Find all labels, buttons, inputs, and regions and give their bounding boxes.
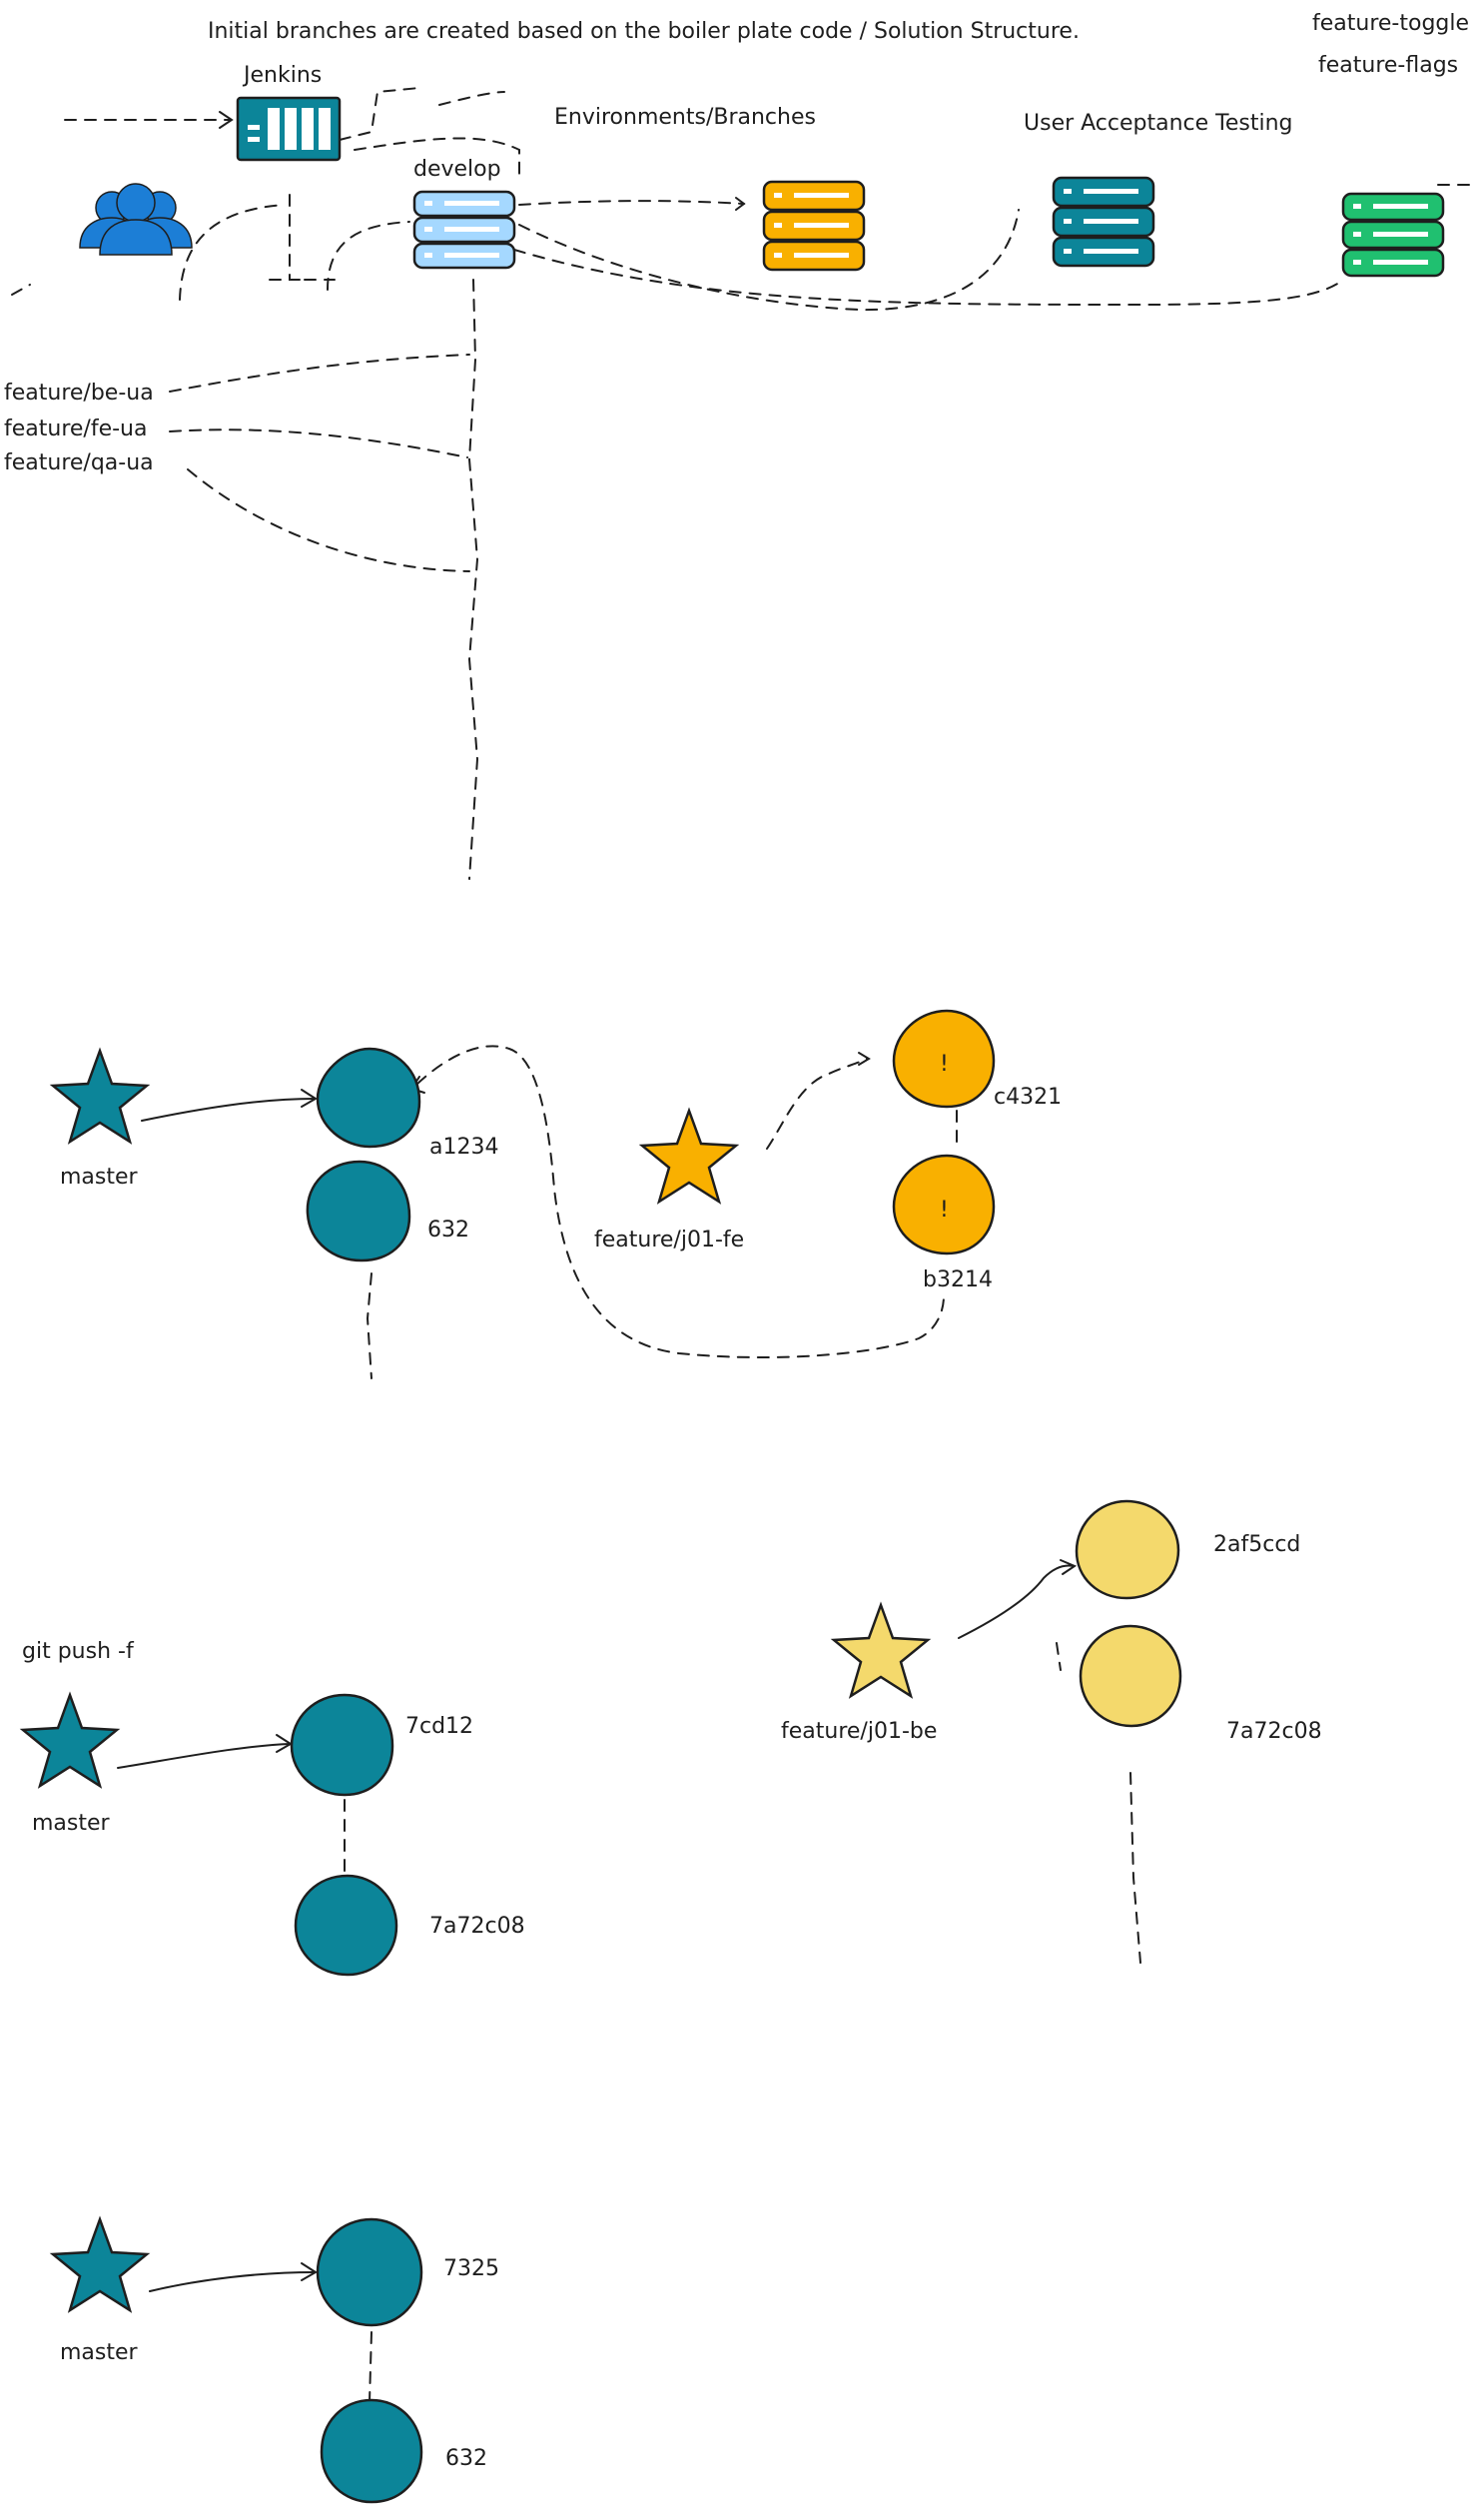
feature-branch-label: feature/j01-fe [594,1228,744,1253]
git-command-label: git push -f [22,1639,135,1664]
section3-connectors [149,2262,372,2403]
commit-node [892,1154,996,1255]
header-note: Initial branches are created based on th… [208,19,1080,44]
develop-label: develop [413,157,501,182]
commit-node [892,1009,996,1109]
commit-id-label: b3214 [923,1267,993,1292]
commit-id-label: 2af5ccd [1213,1532,1300,1557]
conflict-mark: ! [940,1198,949,1223]
develop-server-icon [412,190,516,270]
commit-id-label: 632 [427,1218,469,1243]
star-icon [638,1107,740,1205]
section2-connectors [117,1559,1141,1964]
master-label: master [32,1811,111,1836]
feature-flags-label: feature-flags [1318,53,1458,78]
commit-id-label: c4321 [994,1085,1062,1110]
commit-id-label: 632 [445,2446,487,2471]
environments-label: Environments/Branches [554,105,816,130]
star-icon [49,2215,151,2313]
master-label: master [60,2340,139,2365]
branch-label: feature/fe-ua [4,417,147,441]
commit-id-label: 7325 [443,2256,499,2281]
commit-id-label: 7cd12 [405,1714,473,1739]
commit-id-label: a1234 [429,1135,498,1160]
branch-label: feature/qa-ua [4,450,154,475]
conflict-mark: ! [940,1052,949,1077]
commit-id-label: 7a72c08 [1226,1719,1322,1744]
commit-node [306,1160,411,1262]
jenkins-server-icon [236,96,342,162]
commit-node [1075,1499,1180,1600]
users-icon [79,183,193,256]
feature-toggle-label: feature-toggle [1312,11,1469,36]
star-icon [49,1047,151,1145]
production-server-icon [1341,192,1445,278]
star-icon [19,1691,121,1789]
feature-branch-label: feature/j01-be [781,1719,937,1744]
commit-id-label: 7a72c08 [429,1914,525,1939]
commit-node [316,2217,423,2327]
pipeline-connectors [11,87,1477,880]
jenkins-label: Jenkins [242,63,322,88]
branch-label: feature/be-ua [4,381,154,406]
commit-node [316,1047,421,1149]
commit-node [320,2398,423,2504]
commit-node [294,1874,398,1977]
commit-node [290,1693,394,1797]
uat-label: User Acceptance Testing [1024,111,1293,136]
commit-node [1079,1624,1182,1728]
master-label: master [60,1165,139,1190]
staging-server-icon [762,180,866,272]
section1-connectors [141,1045,958,1379]
uat-server-icon [1052,176,1155,268]
star-icon [830,1601,932,1699]
